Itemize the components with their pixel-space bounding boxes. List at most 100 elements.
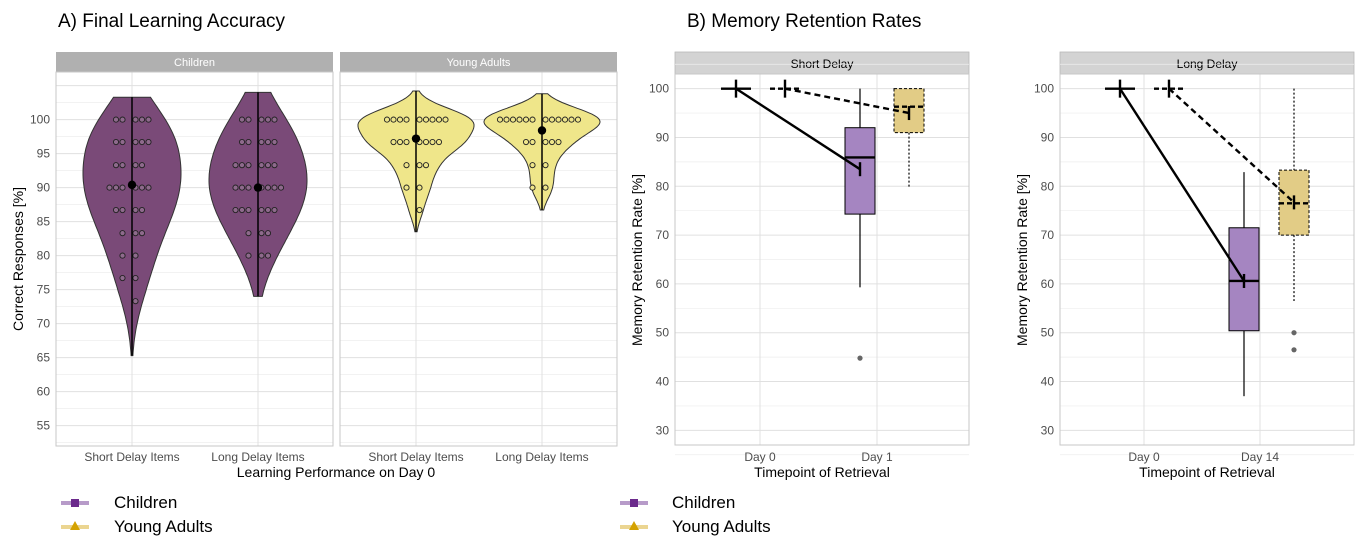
data-point bbox=[271, 138, 278, 146]
y-tick-label: 80 bbox=[1041, 179, 1055, 193]
data-point bbox=[264, 230, 272, 237]
data-point bbox=[542, 184, 549, 191]
mean-line bbox=[735, 87, 861, 171]
data-point bbox=[542, 116, 549, 123]
legend-label: Young Adults bbox=[114, 517, 213, 536]
data-point bbox=[555, 116, 562, 123]
data-point bbox=[271, 184, 278, 191]
data-point bbox=[264, 116, 272, 123]
data-point bbox=[119, 138, 126, 146]
data-point bbox=[258, 206, 265, 214]
y-tick-label: 60 bbox=[656, 277, 670, 291]
data-point bbox=[561, 116, 569, 123]
y-tick-label: 30 bbox=[1041, 423, 1055, 437]
x-tick-label: Short Delay Items bbox=[368, 450, 463, 464]
data-point bbox=[429, 116, 436, 123]
data-point bbox=[132, 230, 139, 237]
y-tick-label: 80 bbox=[656, 179, 670, 193]
panel-a-title: A) Final Learning Accuracy bbox=[58, 11, 286, 32]
data-point bbox=[145, 138, 152, 146]
facet-strip-children bbox=[56, 52, 333, 72]
data-point bbox=[232, 162, 239, 169]
y-tick-label: 70 bbox=[37, 317, 51, 331]
mean-point bbox=[411, 134, 421, 143]
data-point bbox=[548, 116, 556, 123]
data-point bbox=[245, 138, 252, 146]
data-point bbox=[258, 230, 265, 237]
data-point bbox=[145, 116, 152, 123]
facet-label-children: Children bbox=[174, 57, 215, 69]
y-tick-label: 85 bbox=[37, 215, 51, 229]
y-tick-label: 40 bbox=[656, 375, 670, 389]
data-point bbox=[258, 252, 265, 259]
data-point bbox=[112, 138, 120, 146]
y-tick-label: 50 bbox=[1041, 326, 1055, 340]
data-point bbox=[429, 138, 436, 146]
data-point bbox=[264, 184, 272, 191]
x-axis-label: Learning Performance on Day 0 bbox=[237, 464, 436, 480]
data-point bbox=[403, 184, 410, 191]
data-point bbox=[232, 184, 239, 191]
data-point bbox=[435, 138, 443, 146]
data-point bbox=[132, 116, 139, 123]
data-point bbox=[574, 116, 582, 123]
y-tick-label: 70 bbox=[656, 228, 670, 242]
data-point bbox=[112, 184, 120, 191]
data-point bbox=[112, 206, 120, 214]
facet-label-young-adults: Young Adults bbox=[447, 57, 511, 69]
data-point bbox=[403, 162, 410, 169]
data-point bbox=[422, 116, 430, 123]
legend-label: Young Adults bbox=[672, 517, 771, 536]
y-tick-label: 100 bbox=[649, 82, 669, 96]
data-point bbox=[138, 138, 146, 146]
data-point bbox=[509, 116, 517, 123]
data-point bbox=[383, 116, 391, 123]
data-point bbox=[112, 116, 120, 123]
legend-panel-a: Children Young Adults bbox=[61, 493, 213, 536]
data-point bbox=[264, 138, 272, 146]
y-tick-label: 90 bbox=[1041, 130, 1055, 144]
data-point bbox=[277, 184, 285, 191]
mean-line bbox=[784, 87, 910, 115]
data-point bbox=[271, 206, 278, 214]
data-point bbox=[503, 116, 510, 123]
data-point bbox=[555, 138, 562, 146]
data-point bbox=[138, 162, 146, 169]
data-point bbox=[119, 252, 126, 259]
data-point bbox=[258, 162, 265, 169]
facet-strip-young-adults bbox=[340, 52, 617, 72]
data-point bbox=[264, 252, 272, 259]
y-tick-label: 80 bbox=[37, 249, 51, 263]
data-point bbox=[258, 116, 265, 123]
data-point bbox=[264, 206, 272, 214]
legend-key-young-adults bbox=[620, 521, 648, 530]
data-point bbox=[119, 206, 126, 214]
data-point bbox=[422, 162, 430, 169]
outlier-point bbox=[1291, 347, 1297, 353]
y-tick-label: 95 bbox=[37, 147, 51, 161]
data-point bbox=[403, 138, 410, 146]
y-tick-label: 60 bbox=[37, 385, 51, 399]
data-point bbox=[232, 206, 239, 214]
data-point bbox=[245, 116, 252, 123]
plot-frame bbox=[674, 73, 970, 446]
data-point bbox=[245, 252, 252, 259]
y-tick-label: 40 bbox=[1041, 375, 1055, 389]
outlier-point bbox=[1291, 330, 1297, 336]
data-point bbox=[138, 230, 146, 237]
outlier-point bbox=[857, 355, 863, 361]
legend-key-children bbox=[620, 499, 648, 507]
legend-panel-b: Children Young Adults bbox=[620, 493, 771, 536]
data-point bbox=[390, 116, 397, 123]
y-tick-label: 90 bbox=[656, 130, 670, 144]
panel-b-title: B) Memory Retention Rates bbox=[687, 11, 921, 32]
y-tick-label: 50 bbox=[656, 326, 670, 340]
data-point bbox=[112, 162, 120, 169]
data-point bbox=[106, 184, 113, 191]
data-point bbox=[529, 162, 536, 169]
data-point bbox=[132, 252, 139, 259]
y-tick-label: 65 bbox=[37, 351, 51, 365]
data-point bbox=[390, 138, 397, 146]
data-point bbox=[132, 138, 139, 146]
